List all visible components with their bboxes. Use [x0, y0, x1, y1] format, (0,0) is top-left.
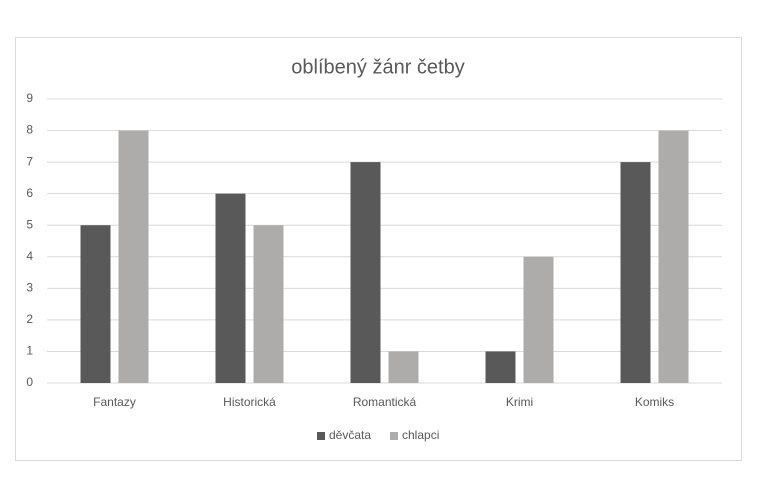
y-tick-label: 7	[26, 154, 33, 168]
x-tick-label: Historická	[223, 395, 276, 409]
y-tick-label: 9	[26, 91, 33, 105]
bar	[523, 256, 554, 383]
legend-swatch	[390, 432, 398, 440]
x-tick-label: Fantazy	[93, 395, 136, 409]
y-tick-label: 6	[26, 186, 33, 200]
bar	[350, 162, 381, 383]
bar	[118, 130, 149, 383]
y-tick-label: 2	[26, 312, 33, 326]
bar	[620, 162, 651, 383]
y-tick-label: 4	[26, 249, 33, 263]
y-tick-label: 0	[26, 375, 33, 389]
bar	[658, 130, 689, 383]
x-tick-label: Krimi	[506, 395, 533, 409]
bar	[253, 225, 284, 383]
bar	[485, 351, 516, 383]
x-tick-label: Romantická	[353, 395, 417, 409]
x-tick-label: Komiks	[635, 395, 674, 409]
y-tick-label: 5	[26, 217, 33, 231]
legend-label: chlapci	[402, 428, 439, 442]
bar	[215, 193, 246, 383]
bar	[80, 225, 111, 383]
y-tick-label: 8	[26, 123, 33, 137]
chart-title: oblíbený žánr četby	[291, 56, 464, 78]
y-tick-label: 3	[26, 281, 33, 295]
y-tick-label: 1	[26, 344, 33, 358]
bar	[388, 351, 419, 383]
legend-label: děvčata	[329, 428, 371, 442]
legend-swatch	[317, 432, 325, 440]
